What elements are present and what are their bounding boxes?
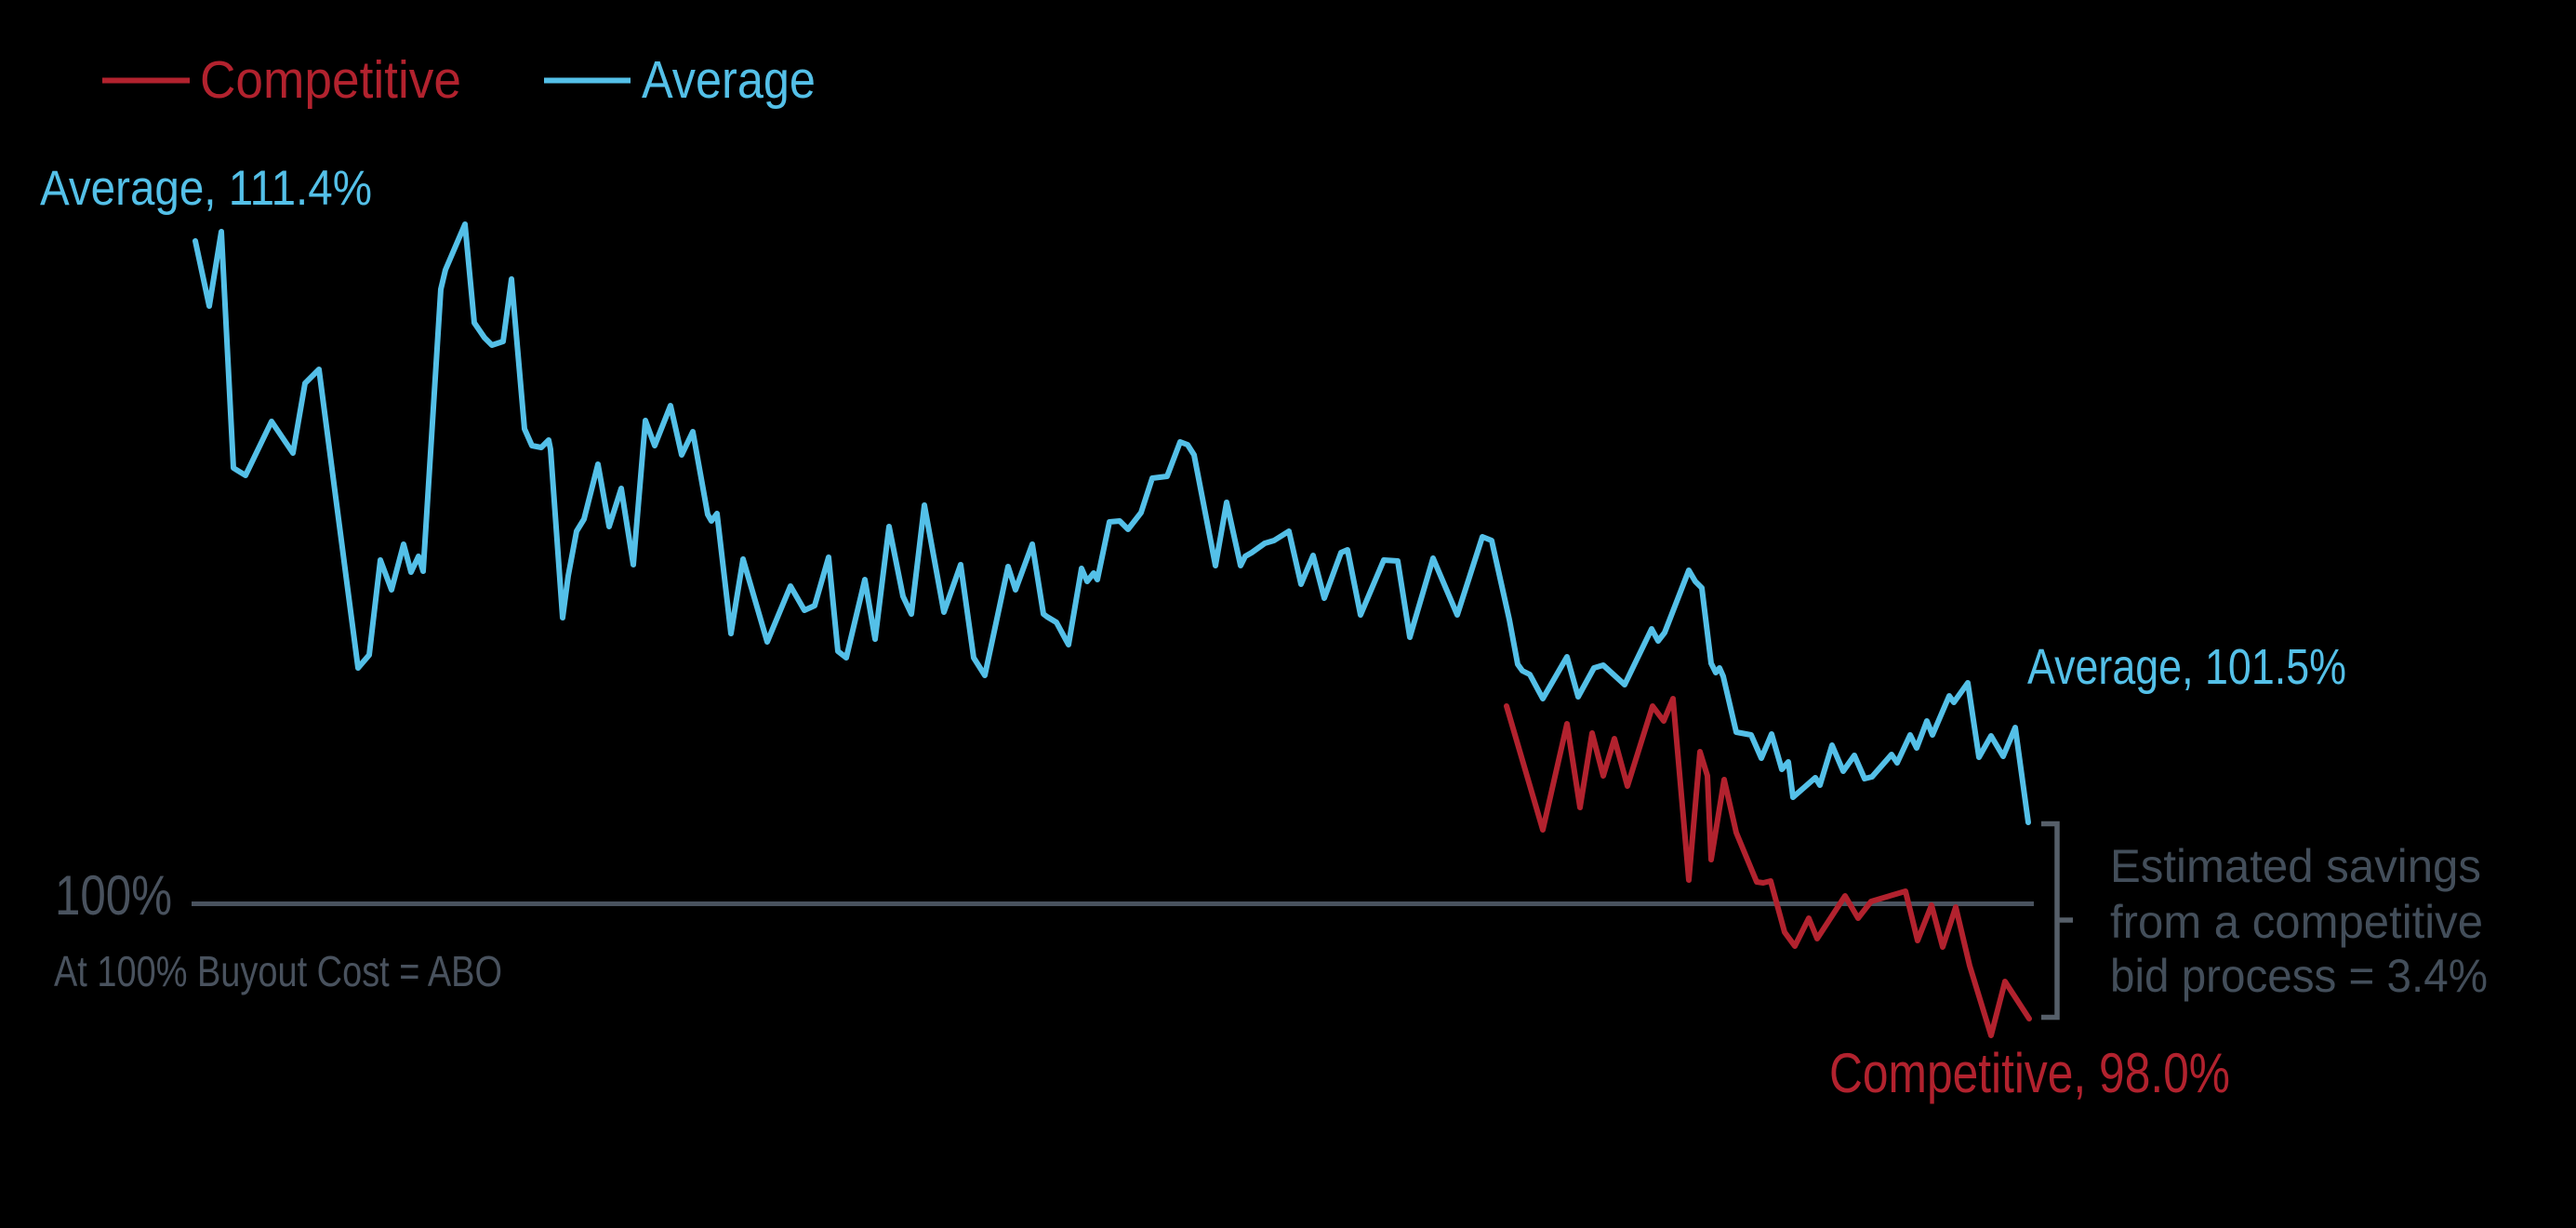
svg-text:Competitive: Competitive xyxy=(200,50,461,110)
svg-text:Average, 111.4%: Average, 111.4% xyxy=(40,161,372,216)
svg-text:Average, 101.5%: Average, 101.5% xyxy=(2027,639,2346,695)
svg-text:At 100% Buyout Cost = ABO: At 100% Buyout Cost = ABO xyxy=(54,947,502,995)
svg-text:Average: Average xyxy=(642,50,816,110)
svg-text:100%: 100% xyxy=(55,864,172,927)
svg-text:from a competitive: from a competitive xyxy=(2110,896,2483,948)
svg-text:Competitive, 98.0%: Competitive, 98.0% xyxy=(1829,1042,2230,1104)
svg-text:bid process = 3.4%: bid process = 3.4% xyxy=(2110,950,2488,1002)
svg-text:Estimated savings: Estimated savings xyxy=(2110,840,2481,892)
